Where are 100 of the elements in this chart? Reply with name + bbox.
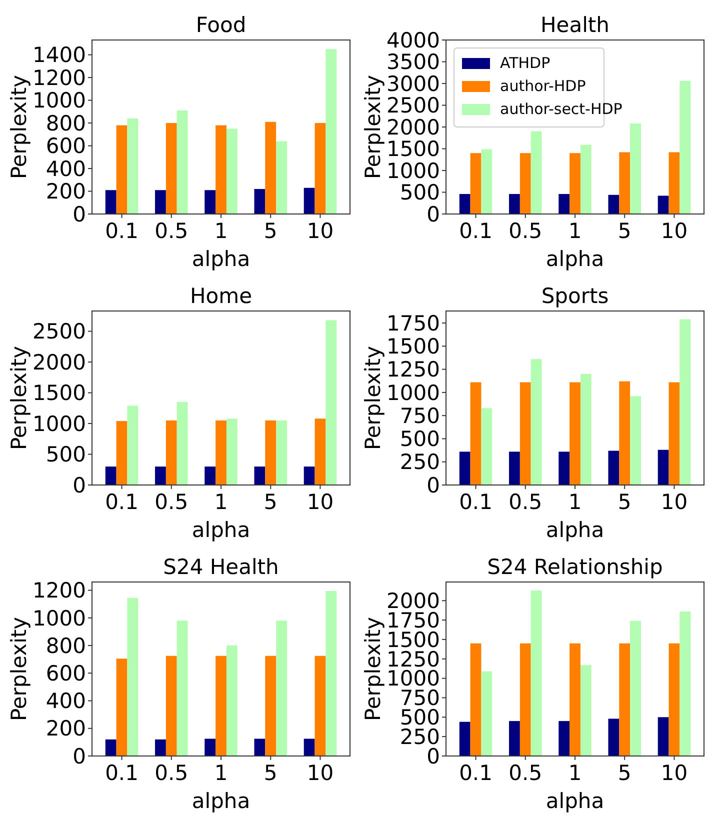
bar bbox=[216, 125, 226, 214]
y-tick-label: 3500 bbox=[386, 50, 440, 74]
bar bbox=[608, 450, 620, 485]
bar bbox=[520, 643, 531, 756]
chart-title: Food bbox=[196, 13, 246, 37]
y-tick-label: 2000 bbox=[32, 350, 86, 374]
bar bbox=[176, 620, 188, 756]
x-tick-label: 10 bbox=[660, 219, 688, 243]
bar bbox=[116, 421, 128, 485]
bar bbox=[530, 131, 542, 214]
x-tick-label: 5 bbox=[618, 219, 632, 243]
y-tick-label: 0 bbox=[72, 202, 86, 226]
x-axis-title: alpha bbox=[192, 247, 250, 271]
bar bbox=[176, 110, 188, 214]
bar bbox=[254, 466, 266, 485]
bar bbox=[326, 320, 337, 485]
bar bbox=[276, 420, 287, 485]
x-tick-label: 0.1 bbox=[459, 219, 492, 243]
bar bbox=[530, 590, 542, 756]
x-tick-label: 1 bbox=[214, 761, 228, 785]
legend-label: author-HDP bbox=[500, 77, 586, 95]
bar bbox=[226, 128, 238, 214]
chart-title: S24 Health bbox=[163, 555, 279, 579]
x-tick-label: 0.1 bbox=[105, 490, 138, 514]
bar bbox=[166, 123, 177, 214]
x-tick-label: 5 bbox=[264, 490, 278, 514]
x-tick-label: 0.1 bbox=[105, 219, 138, 243]
bar bbox=[630, 124, 641, 214]
bar bbox=[304, 738, 315, 756]
bar bbox=[481, 149, 492, 214]
chart-title: S24 Relationship bbox=[487, 555, 663, 579]
bar bbox=[459, 452, 470, 485]
x-tick-label: 0.5 bbox=[508, 219, 542, 243]
bar bbox=[204, 466, 216, 485]
y-tick-label: 200 bbox=[46, 180, 86, 204]
y-tick-label: 1400 bbox=[32, 43, 86, 68]
x-tick-label: 1 bbox=[214, 219, 228, 243]
y-tick-label: 400 bbox=[46, 689, 86, 714]
y-tick-label: 500 bbox=[400, 180, 440, 205]
bar bbox=[314, 656, 326, 756]
y-tick-label: 400 bbox=[46, 156, 86, 181]
bar bbox=[680, 80, 691, 214]
y-tick-label: 200 bbox=[46, 716, 86, 741]
x-tick-label: 10 bbox=[306, 761, 334, 785]
y-tick-label: 0 bbox=[72, 744, 86, 768]
x-tick-label: 0.5 bbox=[508, 490, 542, 514]
bar bbox=[558, 721, 570, 756]
bar bbox=[558, 194, 570, 214]
x-axis-title: alpha bbox=[192, 789, 250, 813]
y-tick-label: 0 bbox=[426, 473, 440, 498]
y-tick-label: 1500 bbox=[32, 381, 86, 406]
y-tick-label: 1200 bbox=[32, 578, 86, 603]
chart-title: Home bbox=[190, 284, 252, 308]
x-tick-label: 0.1 bbox=[459, 761, 492, 785]
y-axis-title: Perplexity bbox=[7, 74, 31, 180]
bar bbox=[680, 319, 691, 485]
bar bbox=[265, 656, 276, 756]
x-tick-label: 0.5 bbox=[154, 219, 188, 243]
bar bbox=[668, 643, 680, 756]
bar bbox=[276, 141, 287, 214]
bar bbox=[127, 406, 138, 485]
bar bbox=[116, 125, 128, 214]
y-axis-title: Perplexity bbox=[361, 74, 385, 180]
bar bbox=[166, 656, 177, 756]
x-tick-label: 1 bbox=[568, 490, 582, 514]
bar bbox=[276, 620, 287, 756]
x-tick-label: 0.1 bbox=[105, 761, 138, 785]
x-tick-label: 1 bbox=[214, 490, 228, 514]
y-tick-label: 1250 bbox=[386, 358, 440, 382]
y-tick-label: 2500 bbox=[386, 94, 440, 118]
x-tick-label: 0.1 bbox=[459, 490, 492, 514]
y-tick-label: 1000 bbox=[32, 412, 86, 436]
bar bbox=[204, 190, 216, 214]
bar bbox=[509, 721, 520, 756]
bar bbox=[470, 643, 482, 756]
bar bbox=[304, 466, 315, 485]
y-tick-label: 250 bbox=[400, 450, 440, 474]
x-tick-label: 1 bbox=[568, 761, 582, 785]
bar bbox=[630, 396, 641, 485]
bar bbox=[619, 381, 630, 485]
x-tick-label: 10 bbox=[660, 761, 688, 785]
x-tick-label: 5 bbox=[618, 761, 632, 785]
bar bbox=[176, 402, 188, 485]
bar bbox=[630, 620, 641, 756]
y-tick-label: 1750 bbox=[386, 311, 440, 336]
bar bbox=[470, 382, 482, 485]
y-tick-label: 2000 bbox=[386, 115, 440, 140]
bar bbox=[155, 190, 166, 214]
bar bbox=[680, 612, 691, 756]
y-tick-label: 1000 bbox=[32, 88, 86, 113]
bar bbox=[326, 590, 337, 756]
x-tick-label: 5 bbox=[264, 761, 278, 785]
bar bbox=[265, 420, 276, 485]
x-axis-title: alpha bbox=[192, 518, 250, 542]
bar bbox=[226, 418, 238, 485]
bar bbox=[570, 153, 580, 214]
bar bbox=[254, 738, 266, 756]
y-tick-label: 500 bbox=[400, 427, 440, 452]
legend-label: ATHDP bbox=[500, 54, 550, 72]
bar bbox=[216, 420, 226, 485]
